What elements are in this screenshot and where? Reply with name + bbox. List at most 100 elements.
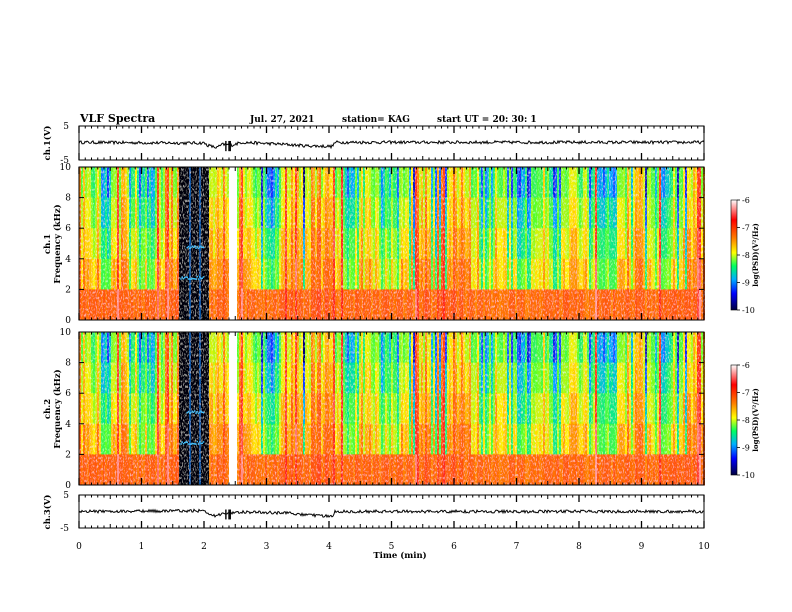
spectrogram-cell (381, 228, 383, 260)
x-tick-labels: 0 1 2 3 4 5 6 7 8 9 10 (76, 542, 710, 552)
spectrogram-cell (585, 167, 587, 199)
spectrogram-cell (223, 393, 225, 425)
spectrogram-cell (359, 423, 361, 455)
spectrogram-cell (367, 258, 369, 290)
spectrogram-cell (589, 167, 591, 199)
spectrogram-cell (163, 289, 165, 321)
spectrogram-cell (155, 423, 157, 455)
spectrogram-cell (87, 332, 89, 364)
spectrogram-cell (449, 228, 451, 260)
spectrogram-cell (463, 332, 465, 364)
spectrogram-cell (479, 289, 481, 321)
spectrogram-cell (143, 362, 145, 394)
spectrogram-cell (565, 454, 567, 486)
spectrogram-cell (335, 423, 337, 455)
spectrogram-cell (381, 362, 383, 394)
spectrogram-cell (219, 362, 221, 394)
spectrogram-cell (135, 362, 137, 394)
spectrogram-cell (319, 167, 321, 199)
spectrogram-cell (543, 393, 545, 425)
spectrogram-cell (245, 258, 247, 290)
spectrogram-cell (607, 362, 609, 394)
spectrogram-cell (367, 228, 369, 260)
spectrogram-cell (335, 167, 337, 199)
spectrogram-cell (307, 332, 309, 364)
spectrogram-cell (655, 258, 657, 290)
spectrogram-cell (313, 423, 315, 455)
spectrogram-cell (693, 454, 695, 486)
spectrogram-cell (597, 332, 599, 364)
spectrogram-cell (261, 332, 263, 364)
spectrogram-cell (489, 332, 491, 364)
spectrogram-cell (281, 167, 283, 199)
spectrogram-cell (545, 362, 547, 394)
spectrogram-cell (475, 423, 477, 455)
spectrogram-cell (139, 167, 141, 199)
spectrogram-cell (117, 423, 119, 455)
spectrogram-cell (701, 454, 703, 486)
spectrogram-cell (455, 228, 457, 260)
spectrogram-cell (639, 362, 641, 394)
spectrogram-cell (317, 362, 319, 394)
spectrogram-cell (481, 289, 483, 321)
spectrogram-cell (301, 167, 303, 199)
spectrogram-cell (89, 289, 91, 321)
spectrogram-cell (673, 289, 675, 321)
spectrogram-cell (277, 197, 279, 229)
spectrogram-cell (699, 454, 701, 486)
spectrogram-cell (95, 197, 97, 229)
spectrogram-cell (639, 197, 641, 229)
spectrogram-cell (357, 289, 359, 321)
spectrogram-cell (319, 258, 321, 290)
spectrogram-cell (431, 393, 433, 425)
spectrogram-cell (425, 167, 427, 199)
spectrogram-cell (253, 362, 255, 394)
spectrogram-cell (497, 454, 499, 486)
spectrogram-cell (593, 289, 595, 321)
spectrogram-cell (171, 197, 173, 229)
spectrogram-cell (159, 423, 161, 455)
trace-dot (199, 411, 201, 414)
spectrogram-cell (609, 228, 611, 260)
spectrogram-cell (147, 362, 149, 394)
spectrogram-cell (615, 332, 617, 364)
spectrogram-cell (469, 167, 471, 199)
spectrogram-cell (465, 197, 467, 229)
y-tick-label: 2 (65, 450, 71, 460)
spectrogram-cell (177, 228, 179, 260)
spectrogram-cell (153, 167, 155, 199)
spectrogram-cell (155, 332, 157, 364)
spectrogram-cell (329, 197, 331, 229)
spectrogram-cell (217, 393, 219, 425)
spectrogram-cell (121, 289, 123, 321)
spectrogram-cell (379, 258, 381, 290)
spectrogram-cell (631, 362, 633, 394)
spectrogram-cell (635, 167, 637, 199)
spectrogram-cell (167, 332, 169, 364)
spectrogram-cell (683, 197, 685, 229)
spectrogram-cell (359, 289, 361, 321)
spectrogram-cell (339, 454, 341, 486)
spectrogram-cell (335, 228, 337, 260)
spectrogram-cell (369, 454, 371, 486)
spectrogram-cell (629, 167, 631, 199)
spectrogram-cell (101, 393, 103, 425)
spectrogram-cell (627, 289, 629, 321)
ch1-spectrogram-ylabel: ch.1 Frequency (kHz) (43, 204, 63, 283)
trace-dot (190, 411, 192, 414)
spectrogram-cell (245, 197, 247, 229)
spectrogram-cell (483, 393, 485, 425)
spectrogram-cell (215, 423, 217, 455)
spectrogram-cell (645, 228, 647, 260)
spectrogram-cell (641, 167, 643, 199)
spectrogram-cell (541, 289, 543, 321)
spectrogram-cell (583, 393, 585, 425)
spectrogram-cell (151, 362, 153, 394)
spectrogram-cell (387, 228, 389, 260)
spectrogram-cell (451, 228, 453, 260)
spectrogram-cell (137, 393, 139, 425)
spectrogram-cell (645, 258, 647, 290)
spectrogram-column (197, 167, 199, 320)
spectrogram-cell (227, 258, 229, 290)
